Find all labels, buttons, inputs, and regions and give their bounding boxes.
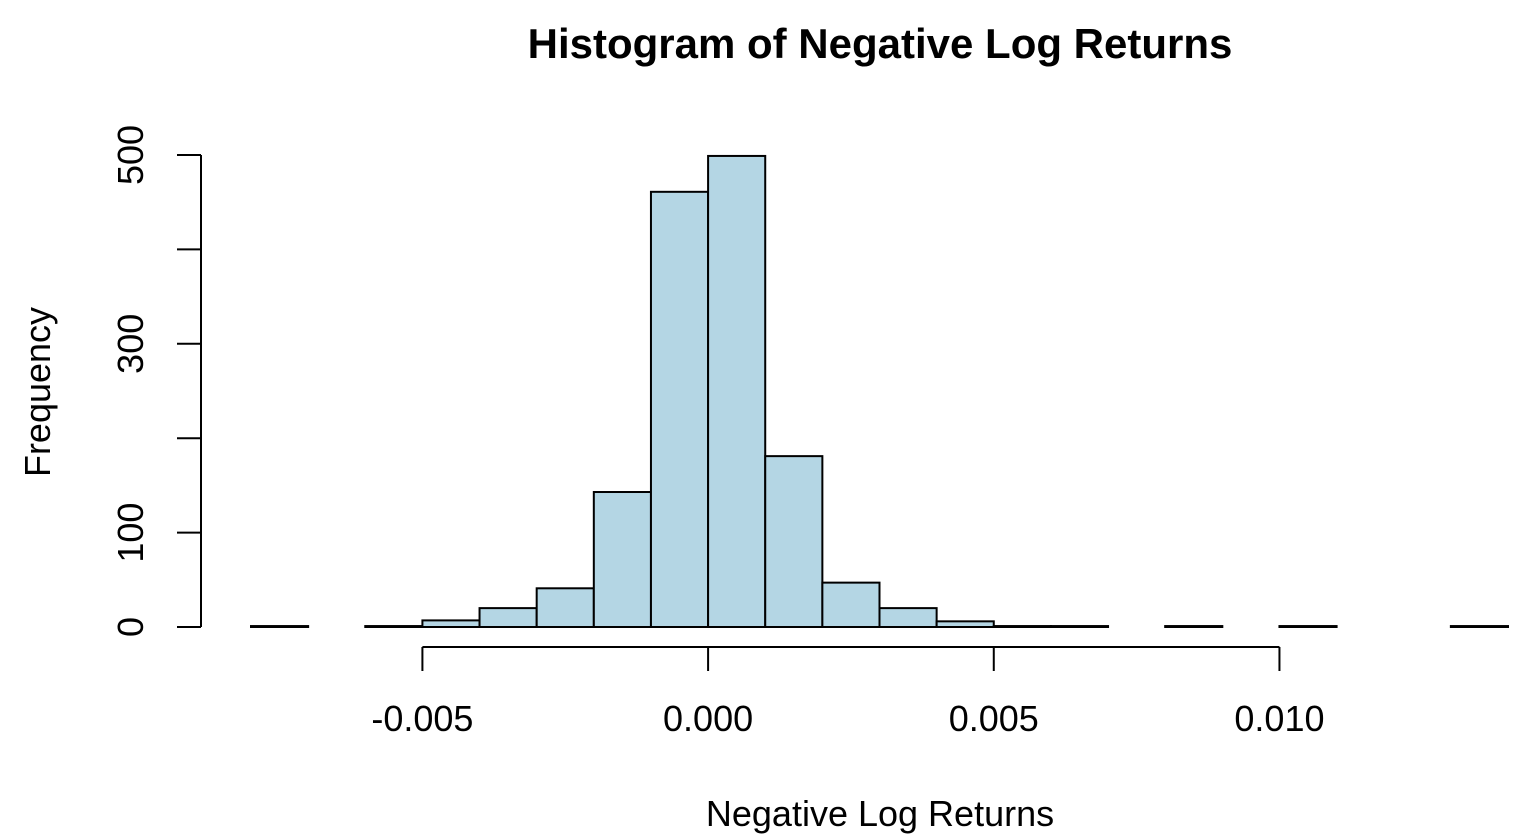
histogram-bar [250,625,310,629]
x-tick-label: 0.005 [949,698,1039,739]
histogram-bar [821,581,881,629]
x-axis: -0.005 0.000 0.005 0.010 [371,646,1325,739]
histogram-bar [878,607,938,628]
histogram-bar [364,625,424,629]
y-tick-label: 300 [110,314,151,374]
bars-group [250,154,1510,629]
histogram-bar [1164,625,1224,629]
chart-title: Histogram of Negative Log Returns [528,20,1233,67]
y-tick-label: 500 [110,125,151,185]
histogram-bar [707,154,767,628]
histogram-bar [592,491,652,628]
histogram-bar [478,607,538,628]
histogram-bar [649,190,710,628]
x-tick-label: -0.005 [371,698,473,739]
x-tick-label: 0.000 [663,698,753,739]
histogram-bar [935,620,995,628]
y-tick-label: 100 [110,503,151,563]
y-axis: 0 100 300 500 [110,125,202,637]
y-tick-label: 0 [110,617,151,637]
histogram-bar [1049,625,1110,629]
histogram-bar [1449,625,1510,629]
histogram-bar [992,625,1052,629]
x-tick-label: 0.010 [1234,698,1324,739]
y-axis-label: Frequency [17,307,58,477]
histogram-bar [764,455,824,628]
histogram-bar [421,619,481,629]
histogram-bar [1278,625,1338,629]
histogram-bar [535,587,595,629]
x-axis-label: Negative Log Returns [706,793,1054,834]
